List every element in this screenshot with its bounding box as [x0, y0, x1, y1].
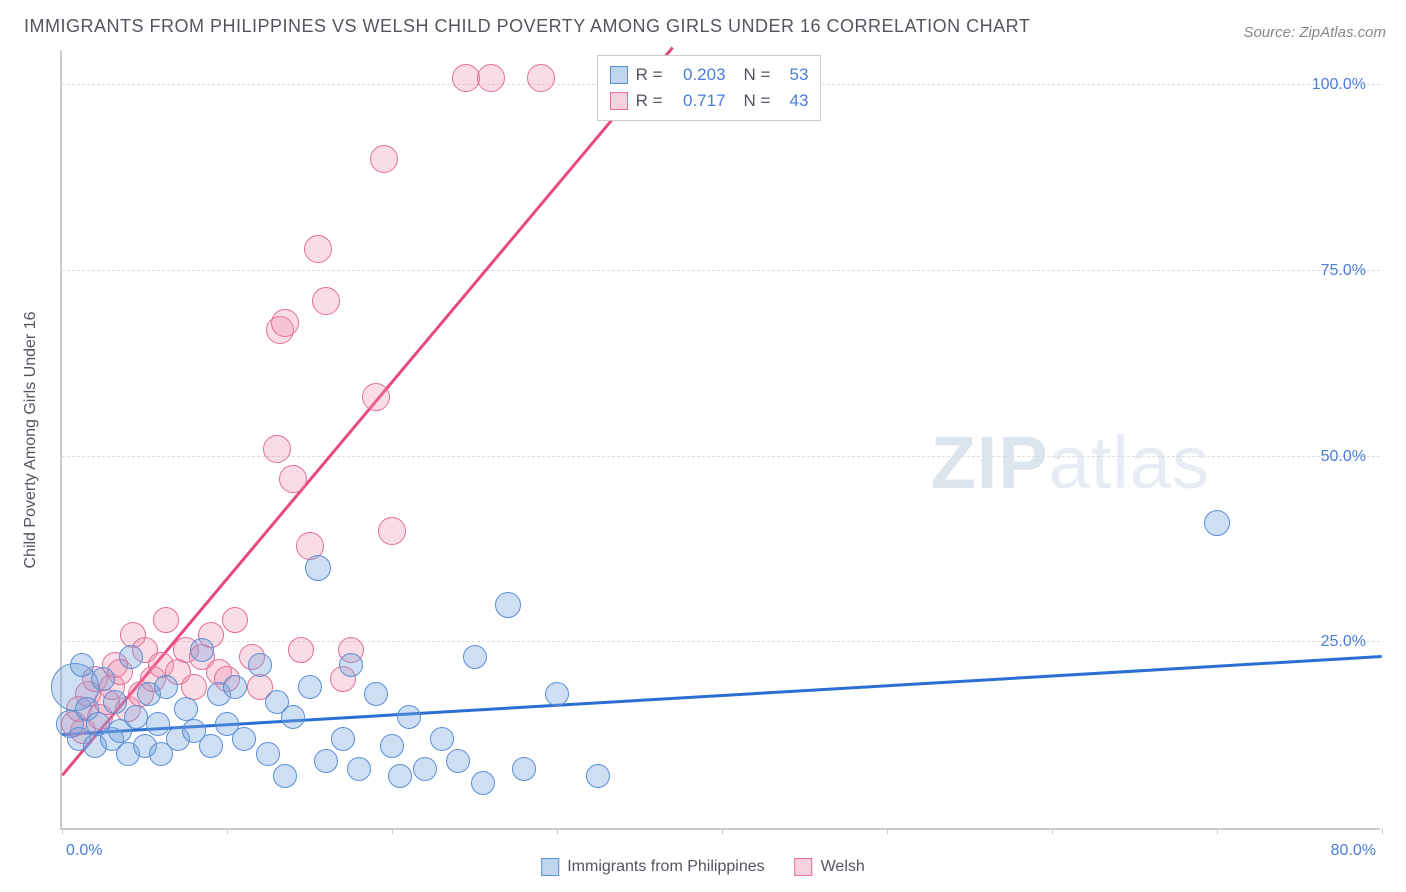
- n-value: 43: [778, 91, 808, 111]
- y-tick-label: 100.0%: [1312, 76, 1366, 94]
- watermark-bold: ZIP: [931, 421, 1049, 504]
- x-tick-label: 80.0%: [1331, 842, 1376, 860]
- data-point: [331, 727, 355, 751]
- data-point: [512, 757, 536, 781]
- data-point: [471, 771, 495, 795]
- data-point: [397, 705, 421, 729]
- watermark: ZIPatlas: [931, 420, 1210, 505]
- watermark-light: atlas: [1049, 421, 1210, 504]
- data-point: [190, 638, 214, 662]
- gridline: [62, 270, 1380, 271]
- data-point: [103, 690, 127, 714]
- data-point: [273, 764, 297, 788]
- r-label: R =: [636, 65, 663, 85]
- data-point: [256, 742, 280, 766]
- data-point: [298, 675, 322, 699]
- data-point: [477, 64, 505, 92]
- data-point: [1204, 510, 1230, 536]
- data-point: [263, 435, 291, 463]
- data-point: [304, 235, 332, 263]
- data-point: [364, 682, 388, 706]
- stats-legend-box: R = 0.203 N = 53 R = 0.717 N = 43: [597, 55, 822, 121]
- legend-label: Welsh: [821, 858, 865, 876]
- chart-title: IMMIGRANTS FROM PHILIPPINES VS WELSH CHI…: [24, 16, 1030, 37]
- legend-swatch: [541, 858, 559, 876]
- data-point: [248, 653, 272, 677]
- x-tick: [1052, 828, 1053, 834]
- gridline: [62, 456, 1380, 457]
- x-tick: [887, 828, 888, 834]
- x-tick: [392, 828, 393, 834]
- data-point: [305, 555, 331, 581]
- x-tick-label: 0.0%: [66, 842, 102, 860]
- x-tick: [62, 828, 63, 834]
- data-point: [446, 749, 470, 773]
- r-label: R =: [636, 91, 663, 111]
- data-point: [430, 727, 454, 751]
- data-point: [174, 697, 198, 721]
- data-point: [495, 592, 521, 618]
- n-label: N =: [744, 65, 771, 85]
- data-point: [222, 607, 248, 633]
- x-tick: [227, 828, 228, 834]
- r-value: 0.203: [671, 65, 726, 85]
- data-point: [339, 653, 363, 677]
- y-tick-label: 25.0%: [1321, 633, 1366, 651]
- data-point: [124, 705, 148, 729]
- data-point: [312, 287, 340, 315]
- data-point: [527, 64, 555, 92]
- plot-area: ZIPatlas 25.0%50.0%75.0%100.0%0.0%80.0%R…: [60, 50, 1380, 830]
- data-point: [279, 465, 307, 493]
- data-point: [362, 383, 390, 411]
- data-point: [154, 675, 178, 699]
- data-point: [388, 764, 412, 788]
- legend-swatch: [795, 858, 813, 876]
- r-value: 0.717: [671, 91, 726, 111]
- n-label: N =: [744, 91, 771, 111]
- legend-swatch: [610, 66, 628, 84]
- data-point: [70, 653, 94, 677]
- data-point: [91, 667, 115, 691]
- x-axis-legend: Immigrants from Philippines Welsh: [541, 858, 865, 876]
- data-point: [347, 757, 371, 781]
- data-point: [413, 757, 437, 781]
- y-tick-label: 75.0%: [1321, 262, 1366, 280]
- legend-swatch: [610, 92, 628, 110]
- data-point: [314, 749, 338, 773]
- data-point: [271, 309, 299, 337]
- data-point: [380, 734, 404, 758]
- x-tick: [1382, 828, 1383, 834]
- n-value: 53: [778, 65, 808, 85]
- data-point: [281, 705, 305, 729]
- y-tick-label: 50.0%: [1321, 448, 1366, 466]
- data-point: [545, 682, 569, 706]
- data-point: [586, 764, 610, 788]
- data-point: [232, 727, 256, 751]
- x-tick: [1217, 828, 1218, 834]
- data-point: [370, 145, 398, 173]
- data-point: [119, 645, 143, 669]
- chart-container: IMMIGRANTS FROM PHILIPPINES VS WELSH CHI…: [0, 0, 1406, 892]
- data-point: [199, 734, 223, 758]
- x-tick: [557, 828, 558, 834]
- source-label: Source: ZipAtlas.com: [1243, 24, 1386, 41]
- gridline: [62, 641, 1380, 642]
- data-point: [463, 645, 487, 669]
- data-point: [378, 517, 406, 545]
- data-point: [153, 607, 179, 633]
- data-point: [181, 674, 207, 700]
- legend-label: Immigrants from Philippines: [567, 858, 764, 876]
- x-legend-item: Immigrants from Philippines: [541, 858, 764, 876]
- stats-row: R = 0.203 N = 53: [610, 62, 809, 88]
- x-tick: [722, 828, 723, 834]
- y-axis-label: Child Poverty Among Girls Under 16: [22, 312, 40, 569]
- data-point: [223, 675, 247, 699]
- stats-row: R = 0.717 N = 43: [610, 88, 809, 114]
- x-legend-item: Welsh: [795, 858, 865, 876]
- data-point: [288, 637, 314, 663]
